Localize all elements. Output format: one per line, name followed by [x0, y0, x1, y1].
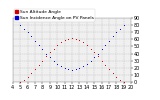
Point	[111, 36, 114, 37]
Point	[71, 37, 73, 39]
Point	[23, 79, 25, 81]
Point	[41, 48, 44, 50]
Point	[115, 31, 118, 33]
Point	[19, 24, 21, 26]
Point	[104, 64, 107, 66]
Point	[26, 31, 29, 33]
Point	[30, 36, 33, 37]
Point	[45, 53, 47, 54]
Point	[78, 67, 81, 69]
Point	[119, 79, 121, 81]
Point	[45, 56, 47, 57]
Point	[48, 51, 51, 53]
Point	[74, 68, 77, 70]
Point	[123, 81, 125, 83]
Point	[41, 60, 44, 62]
Point	[97, 53, 99, 54]
Point	[52, 48, 55, 49]
Point	[111, 73, 114, 74]
Point	[123, 24, 125, 26]
Point	[115, 76, 118, 78]
Point	[30, 73, 33, 74]
Point	[108, 40, 110, 42]
Point	[48, 56, 51, 58]
Point	[93, 56, 96, 58]
Point	[37, 44, 40, 46]
Point	[85, 44, 88, 46]
Point	[82, 41, 84, 43]
Point	[97, 56, 99, 57]
Point	[37, 64, 40, 66]
Point	[108, 68, 110, 70]
Point	[63, 39, 66, 41]
Point	[82, 65, 84, 66]
Point	[19, 81, 21, 83]
Point	[67, 38, 70, 39]
Point	[100, 48, 103, 50]
Point	[74, 38, 77, 39]
Point	[23, 28, 25, 29]
Point	[67, 68, 70, 70]
Point	[34, 40, 36, 42]
Point	[63, 67, 66, 69]
Point	[89, 60, 92, 62]
Point	[104, 44, 107, 46]
Point	[60, 65, 62, 66]
Point	[26, 76, 29, 78]
Point	[60, 41, 62, 43]
Point	[89, 48, 92, 49]
Point	[78, 39, 81, 41]
Point	[85, 63, 88, 64]
Point	[100, 60, 103, 62]
Point	[34, 68, 36, 70]
Legend: Sun Altitude Angle, Sun Incidence Angle on PV Panels: Sun Altitude Angle, Sun Incidence Angle …	[14, 9, 95, 22]
Point	[93, 51, 96, 53]
Point	[119, 28, 121, 29]
Point	[56, 44, 59, 46]
Point	[52, 60, 55, 62]
Point	[71, 69, 73, 71]
Point	[56, 63, 59, 64]
